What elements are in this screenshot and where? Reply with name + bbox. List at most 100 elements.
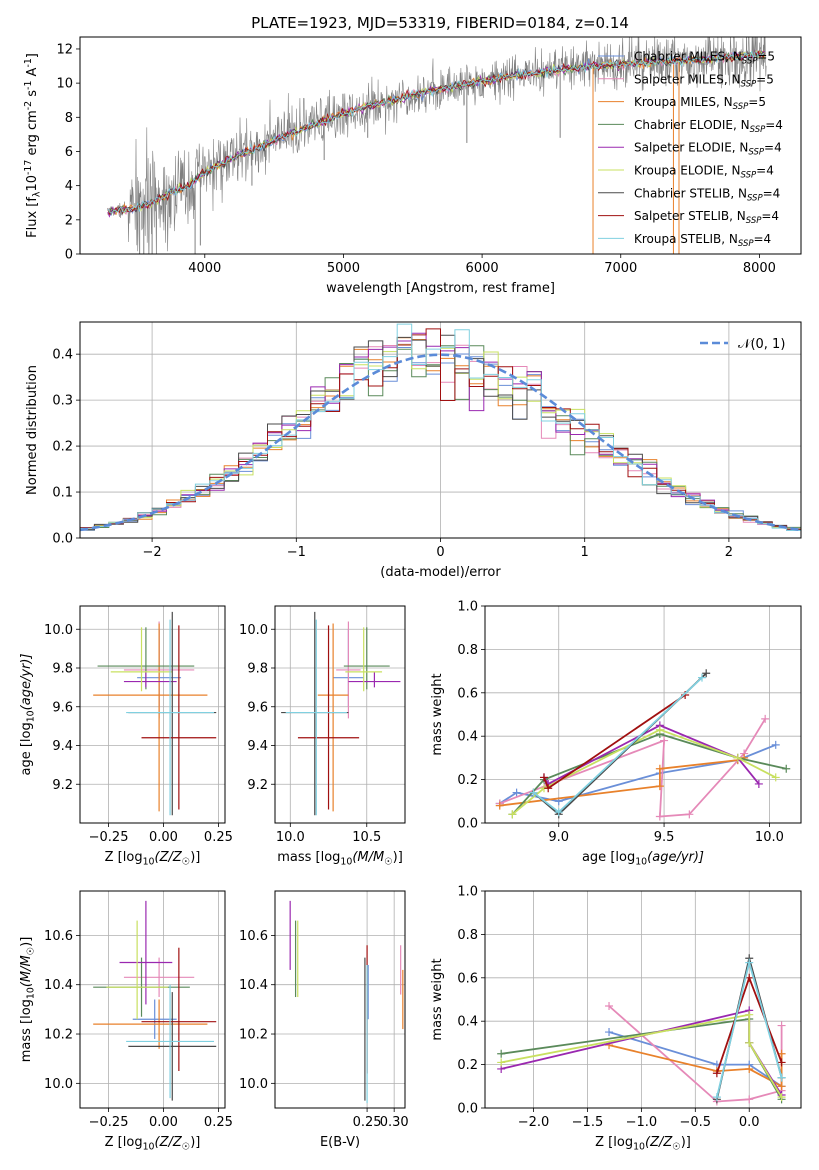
- legend-entry: Salpeter ELODIE, NSSP=4: [634, 141, 782, 158]
- errorbar-2: [123, 957, 195, 998]
- weight-marker: [754, 779, 763, 788]
- legend-subscript: SSP: [747, 193, 763, 203]
- errorbar-6: [345, 627, 383, 692]
- legend-subscript: SSP: [750, 125, 766, 135]
- y-axis-label: age [log10(age/yr)]: [19, 653, 37, 775]
- legend-entry: Chabrier STELIB, NSSP=4: [634, 186, 780, 203]
- x-tick-label: −0.25: [89, 1115, 129, 1130]
- legend-entry: Kroupa STELIB, NSSP=4: [634, 232, 771, 249]
- legend-label: Kroupa MILES, N: [634, 95, 733, 109]
- normal-reference-curve: [80, 353, 801, 532]
- x-tick-label: 0.00: [149, 830, 178, 845]
- weight-marker: [777, 1082, 786, 1091]
- legend-label: Chabrier MILES, N: [634, 50, 742, 64]
- y-tick-label: 9.4: [247, 739, 268, 754]
- panel-residuals: −2 −1 0 1 2 0.0 0.1 0.2 0.3 0.4 (data-model)/error…: [25, 321, 802, 580]
- weight-marker: [605, 1002, 614, 1011]
- y-tick-label: 0.4: [457, 1015, 478, 1030]
- legend-entry: Kroupa ELODIE, NSSP=4: [634, 164, 774, 181]
- weight-marker: [529, 788, 538, 797]
- y-tick-label: 1.0: [457, 600, 478, 615]
- plot-area: [495, 669, 791, 821]
- y-tick-label: 0.4: [52, 348, 73, 363]
- y-tick-label: 0.3: [52, 394, 73, 409]
- panel-spectrum: 4000 5000 6000 7000 8000 0 2 4 6 8 10 12 wavelength …: [23, 36, 802, 296]
- x-axis-label: age [log10(age/yr)]: [582, 850, 704, 868]
- y-tick-label: 8: [65, 111, 73, 126]
- weight-marker: [777, 1021, 786, 1030]
- weight-marker: [655, 764, 664, 773]
- x-axis-label: E(B-V): [320, 1135, 360, 1150]
- legend-label: Kroupa STELIB, N: [634, 232, 738, 246]
- weight-marker: [655, 782, 664, 791]
- errorbar-9: [126, 619, 215, 816]
- x-tick-label: 5000: [327, 261, 360, 276]
- weight-marker: [771, 740, 780, 749]
- weight-marker: [512, 788, 521, 797]
- weight-marker: [655, 725, 664, 734]
- plot-area: [281, 611, 401, 816]
- y-axis-label: mass [log10(M/M☉)]: [19, 937, 37, 1063]
- weight-marker: [745, 973, 754, 982]
- axes-frame: [79, 321, 802, 539]
- y-tick-label: 9.2: [247, 778, 268, 793]
- plot-area: [93, 900, 217, 1101]
- legend-count: =4: [754, 232, 772, 246]
- weight-marker: [745, 1095, 754, 1104]
- y-tick-label: 10.2: [239, 1028, 268, 1043]
- weight-marker: [745, 958, 754, 967]
- x-axis-label: wavelength [Angstrom, rest frame]: [326, 281, 555, 296]
- axes-frame: [79, 890, 226, 1109]
- residuals-legend: 𝒩(0, 1): [700, 337, 785, 352]
- y-tick-label: 0.8: [457, 643, 478, 658]
- weight-marker: [745, 1038, 754, 1047]
- ticks: −2.0 −1.5 −1.0 −0.5 0.0 0.0 0.2 0.4 0.6 0.8 1.0: [457, 885, 759, 1131]
- panel-age-vs-mass: 10.0 10.5 9.2 9.4 9.6 9.8 10.0 mass [log10(M/M☉…: [239, 605, 406, 868]
- y-tick-label: 0.0: [457, 817, 478, 832]
- axes-frame: [484, 890, 802, 1109]
- y-tick-label: 9.8: [247, 662, 268, 677]
- spectrum-legend: Chabrier MILES, N SSP =5 Salpeter MILES, N S…: [598, 50, 783, 249]
- ticks: 10.0 10.5 9.2 9.4 9.6 9.8 10.0: [239, 623, 381, 845]
- x-axis-label: Z [log10(Z/Z☉)]: [595, 1135, 691, 1153]
- x-tick-label: −1: [287, 545, 306, 560]
- errorbar-8: [297, 625, 360, 810]
- y-tick-label: 10.0: [239, 623, 268, 638]
- y-axis-label: mass weight: [430, 958, 445, 1040]
- y-tick-label: 0.0: [52, 532, 73, 547]
- legend-entry: Kroupa MILES, NSSP=5: [634, 95, 766, 112]
- weight-series-9: [712, 958, 786, 1102]
- weight-marker: [605, 1028, 614, 1037]
- axes-frame: [79, 36, 802, 255]
- x-tick-label: 0.25: [204, 830, 233, 845]
- weight-marker: [745, 1064, 754, 1073]
- axes-frame: [274, 605, 406, 824]
- weight-marker: [702, 669, 711, 678]
- legend-count: =5: [756, 72, 774, 86]
- errorbar-9: [126, 984, 215, 1099]
- errorbar-2: [336, 621, 361, 719]
- legend-label: 𝒩(0, 1): [738, 337, 785, 352]
- weight-marker: [712, 1093, 721, 1102]
- weight-marker: [771, 773, 780, 782]
- y-tick-label: 0: [65, 248, 73, 263]
- errorbar-4: [343, 627, 390, 690]
- legend-label: Salpeter MILES, N: [634, 72, 741, 86]
- legend-entry: Chabrier ELODIE, NSSP=4: [634, 118, 783, 135]
- axes-frame: [274, 890, 406, 1109]
- model-fit-line: [107, 50, 766, 216]
- y-tick-label: 10: [56, 77, 73, 92]
- legend-entry: Salpeter STELIB, NSSP=4: [634, 209, 779, 226]
- weight-series-9: [529, 673, 706, 817]
- y-tick-label: 10.6: [44, 929, 73, 944]
- x-tick-label: 10.0: [755, 830, 784, 845]
- legend-label: Kroupa ELODIE, N: [634, 164, 741, 178]
- legend-count: =5: [748, 95, 766, 109]
- weight-marker: [554, 808, 563, 817]
- ticks: −0.25 0.00 0.25 9.2 9.4 9.6 9.8 10.0: [44, 623, 233, 845]
- errorbar-6: [110, 627, 173, 692]
- y-tick-label: 10.4: [44, 978, 73, 993]
- legend-subscript: SSP: [738, 239, 754, 249]
- x-tick-label: 9.5: [654, 830, 675, 845]
- weight-marker: [495, 801, 504, 810]
